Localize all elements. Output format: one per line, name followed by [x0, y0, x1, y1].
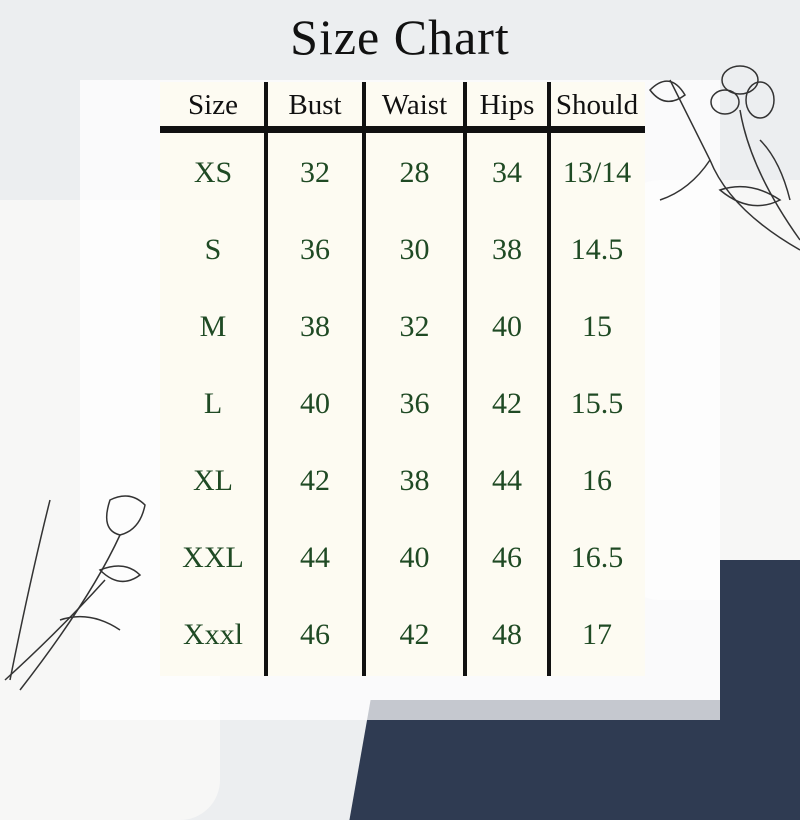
flower-line-art-icon [649, 65, 800, 251]
cell-size: S [204, 232, 222, 266]
table-row: XL 42 38 44 16 [160, 442, 645, 519]
column-divider [547, 82, 551, 676]
table-row: S 36 30 38 14.5 [160, 211, 645, 288]
cell-size: Xxxl [183, 617, 243, 651]
cell-size: L [203, 386, 223, 420]
cell-shoulder: 17 [582, 617, 612, 651]
cell-bust: 46 [300, 617, 330, 651]
header-shoulder: Should [555, 88, 639, 121]
column-divider [362, 82, 366, 676]
cell-shoulder: 15.5 [570, 386, 624, 420]
cell-waist: 30 [399, 232, 430, 266]
cell-bust: 36 [300, 232, 330, 266]
cell-hips: 38 [492, 232, 522, 266]
cell-shoulder: 16.5 [570, 540, 624, 574]
cell-waist: 38 [399, 463, 430, 497]
header-bust: Bust [288, 88, 342, 121]
cell-bust: 42 [300, 463, 330, 497]
cell-size: XL [193, 463, 233, 497]
cell-size: XXL [182, 540, 244, 574]
table-row: Xxxl 46 42 48 17 [160, 596, 645, 673]
size-chart-table: Size Bust Waist Hips Should XS 32 28 34 13/1… [160, 82, 645, 676]
column-divider [463, 82, 467, 676]
header-size: Size [188, 88, 238, 121]
cell-hips: 46 [492, 540, 522, 574]
tulip-line-art-icon [4, 495, 146, 691]
cell-shoulder: 16 [582, 463, 612, 497]
cell-shoulder: 15 [582, 309, 612, 343]
cell-shoulder: 14.5 [570, 232, 624, 266]
table-row: XXL 44 40 46 16.5 [160, 519, 645, 596]
table-row: XS 32 28 34 13/14 [160, 134, 645, 211]
cell-bust: 38 [300, 309, 330, 343]
cell-hips: 44 [492, 463, 522, 497]
cell-size: M [199, 309, 227, 343]
cell-size: XS [193, 155, 233, 189]
cell-hips: 34 [492, 155, 522, 189]
background-jeans-right [720, 560, 800, 800]
column-divider [264, 82, 268, 676]
cell-waist: 32 [399, 309, 430, 343]
table-row: M 38 32 40 15 [160, 288, 645, 365]
cell-hips: 40 [492, 309, 522, 343]
cell-hips: 48 [492, 617, 522, 651]
cell-waist: 28 [399, 155, 430, 189]
table-row: L 40 36 42 15.5 [160, 365, 645, 442]
table-header-row: Size Bust Waist Hips Should [160, 82, 645, 128]
cell-bust: 44 [300, 540, 330, 574]
page-title: Size Chart [290, 9, 510, 65]
cell-waist: 40 [399, 540, 430, 574]
cell-bust: 32 [300, 155, 330, 189]
cell-bust: 40 [300, 386, 330, 420]
cell-waist: 42 [399, 617, 430, 651]
header-waist: Waist [381, 88, 448, 121]
cell-hips: 42 [492, 386, 522, 420]
header-rule [160, 126, 645, 133]
header-hips: Hips [479, 88, 535, 121]
cell-shoulder: 13/14 [562, 155, 632, 189]
cell-waist: 36 [399, 386, 430, 420]
